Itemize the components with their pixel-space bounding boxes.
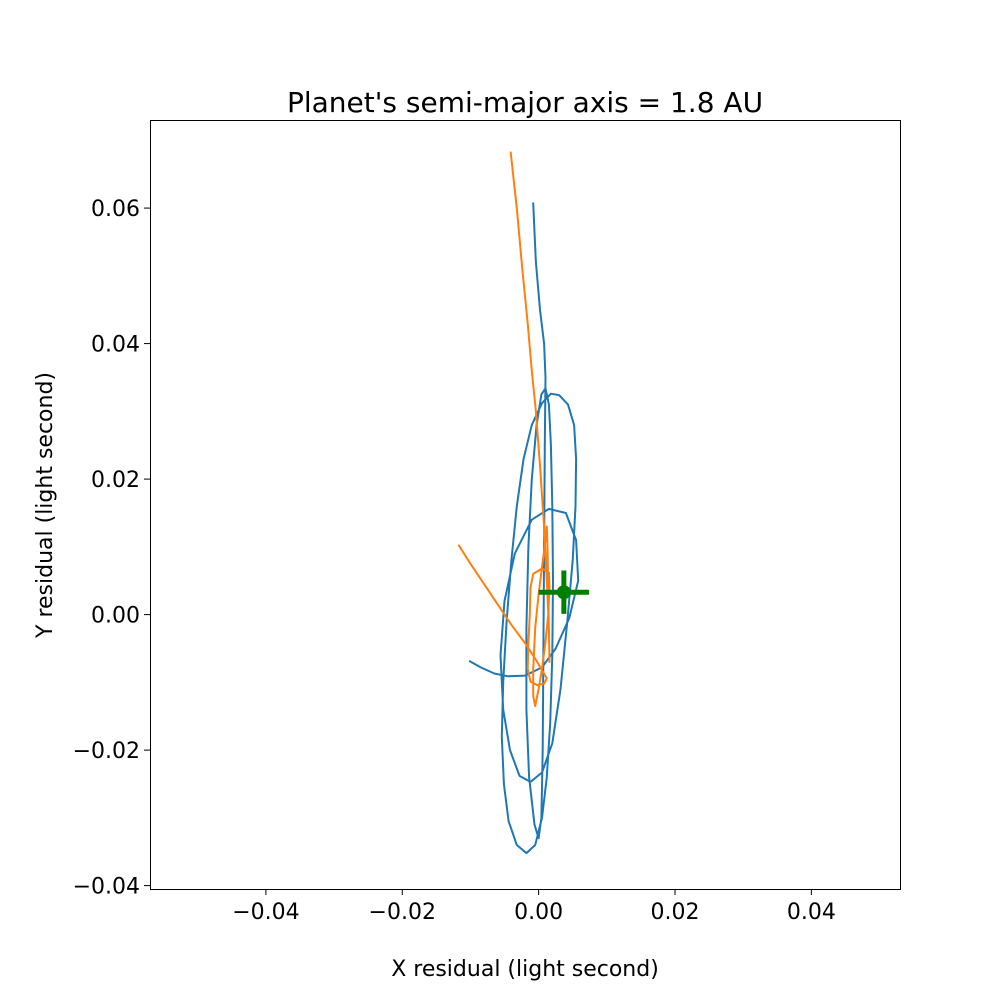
y-tick-label: 0.00 — [91, 604, 140, 629]
x-tick-label: −0.04 — [232, 900, 299, 925]
marker-point — [556, 585, 571, 600]
plot-area — [457, 151, 590, 855]
y-axis: −0.04 −0.02 0.00 0.02 0.04 0.06 — [73, 197, 150, 900]
x-tick-label: 0.00 — [514, 900, 563, 925]
y-tick-label: −0.04 — [73, 875, 140, 900]
series-line-1 — [468, 202, 580, 855]
chart-title: Planet's semi-major axis = 1.8 AU — [287, 86, 763, 119]
y-axis-label: Y residual (light second) — [33, 372, 58, 639]
x-tick-label: −0.02 — [369, 900, 436, 925]
series-line-2 — [457, 151, 551, 708]
y-tick-label: 0.06 — [91, 197, 140, 222]
plot-frame — [150, 120, 901, 890]
x-tick-label: 0.04 — [787, 900, 836, 925]
y-tick-label: −0.02 — [73, 739, 140, 764]
x-axis: −0.04 −0.02 0.00 0.02 0.04 — [232, 889, 836, 925]
y-tick-label: 0.04 — [91, 333, 140, 358]
x-tick-label: 0.02 — [651, 900, 700, 925]
y-tick-label: 0.02 — [91, 468, 140, 493]
x-axis-label: X residual (light second) — [391, 957, 659, 982]
